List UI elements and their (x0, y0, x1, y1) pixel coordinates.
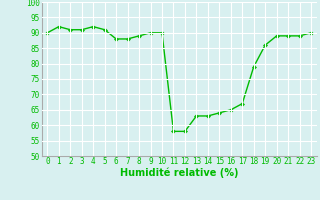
X-axis label: Humidité relative (%): Humidité relative (%) (120, 168, 238, 178)
